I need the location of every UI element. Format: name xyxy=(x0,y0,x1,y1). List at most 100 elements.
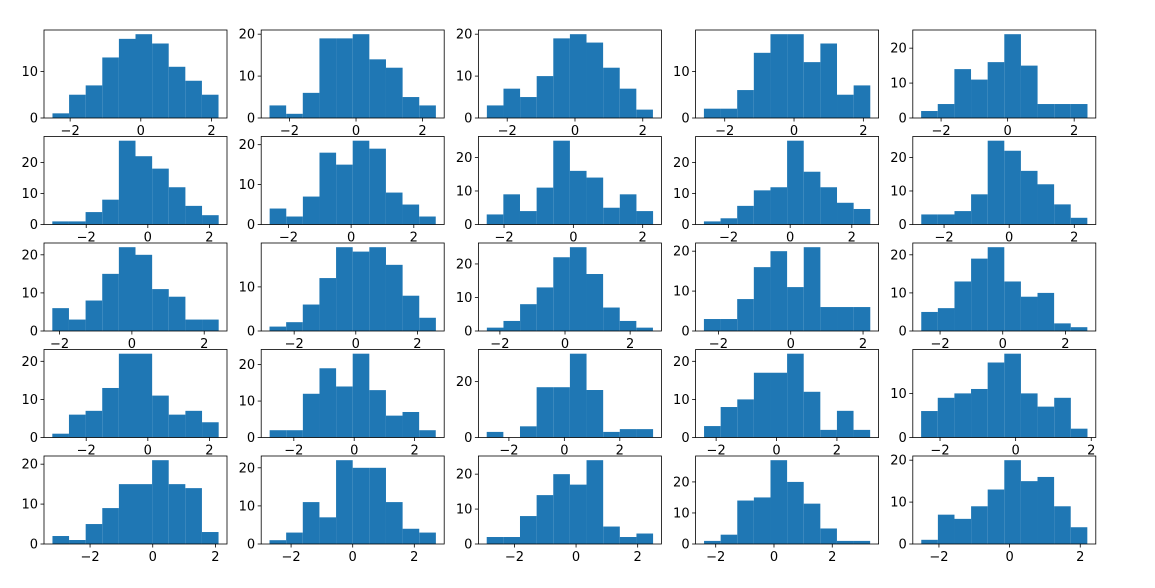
bar xyxy=(853,85,871,118)
bar xyxy=(152,168,169,225)
x-tick-label: 2 xyxy=(200,337,208,352)
bar xyxy=(569,34,587,118)
y-tick-label: 0 xyxy=(464,431,472,446)
bar xyxy=(519,426,537,438)
bar xyxy=(135,254,153,331)
bar xyxy=(85,300,103,331)
bar xyxy=(69,540,86,544)
bar xyxy=(737,299,754,331)
y-tick-label: 20 xyxy=(456,468,473,483)
bar xyxy=(553,38,570,118)
bar xyxy=(937,214,955,225)
bar xyxy=(503,88,521,118)
x-tick-label: −2 xyxy=(490,337,509,352)
x-tick-label: 0 xyxy=(144,444,152,459)
y-tick-label: 20 xyxy=(673,245,690,260)
bar xyxy=(971,194,988,225)
bar xyxy=(921,111,938,118)
bar xyxy=(402,411,420,438)
bar xyxy=(837,202,854,225)
y-tick-label: 0 xyxy=(681,325,689,340)
x-tick-label: 2 xyxy=(859,337,867,352)
bar xyxy=(118,484,136,544)
y-tick-label: 10 xyxy=(21,393,38,408)
x-tick-label: −2 xyxy=(719,231,738,246)
bar xyxy=(519,211,537,225)
x-tick-label: −2 xyxy=(505,550,524,565)
axes-frame xyxy=(260,136,445,225)
y-tick-label: 10 xyxy=(456,291,473,306)
y-tick-label: 20 xyxy=(673,475,690,490)
bar xyxy=(135,156,153,225)
bar xyxy=(536,287,554,331)
x-tick-label: 0 xyxy=(352,337,360,352)
y-tick-label: 0 xyxy=(899,112,907,127)
bar xyxy=(619,320,637,331)
bar xyxy=(787,353,804,438)
bar xyxy=(820,307,838,331)
bar xyxy=(1054,204,1071,225)
x-tick-label: −2 xyxy=(929,550,948,565)
axes-frame xyxy=(260,29,445,119)
bar xyxy=(1004,281,1021,331)
bar xyxy=(302,304,320,331)
bar xyxy=(385,502,403,544)
y-tick-label: 0 xyxy=(681,538,689,553)
bar xyxy=(118,140,136,225)
y-tick-label: 0 xyxy=(30,218,38,233)
bar xyxy=(402,528,420,544)
y-tick-label: 0 xyxy=(247,112,255,127)
bar xyxy=(787,287,804,331)
bar xyxy=(486,431,504,438)
x-tick-label: 0 xyxy=(569,231,577,246)
y-tick-label: 10 xyxy=(673,506,690,521)
y-tick-label: 20 xyxy=(456,257,473,272)
bar xyxy=(954,518,972,544)
bar xyxy=(385,67,403,118)
y-tick-label: 20 xyxy=(673,156,690,171)
y-tick-label: 20 xyxy=(239,28,256,43)
bar xyxy=(419,317,436,331)
bar xyxy=(636,533,654,544)
bar xyxy=(168,66,186,118)
bar xyxy=(987,140,1005,225)
bar xyxy=(118,353,136,438)
bar xyxy=(753,497,771,544)
x-tick-label: 2 xyxy=(1070,124,1078,139)
bar xyxy=(987,62,1005,118)
y-tick-label: 0 xyxy=(681,431,689,446)
bar xyxy=(168,484,186,544)
x-tick-label: 0 xyxy=(1005,550,1013,565)
x-tick-label: 0 xyxy=(561,337,569,352)
bar xyxy=(85,212,103,225)
bar xyxy=(636,429,654,438)
bar xyxy=(1070,428,1088,438)
bar xyxy=(937,308,955,331)
bar xyxy=(319,152,337,225)
bar xyxy=(102,273,119,331)
x-tick-label: 2 xyxy=(207,124,215,139)
bar xyxy=(770,187,788,225)
x-tick-label: 0 xyxy=(560,444,568,459)
bar xyxy=(1004,460,1021,544)
y-tick-label: 20 xyxy=(21,355,38,370)
bar xyxy=(837,94,854,118)
bar xyxy=(803,171,821,225)
x-tick-label: 2 xyxy=(211,550,219,565)
bar xyxy=(1054,323,1071,331)
bar xyxy=(486,537,504,544)
bar xyxy=(520,97,537,118)
bar xyxy=(85,410,103,438)
y-tick-label: 0 xyxy=(247,218,255,233)
bar xyxy=(369,59,386,118)
bar xyxy=(720,319,738,331)
axes-frame xyxy=(477,136,662,225)
bar xyxy=(102,508,119,544)
bar xyxy=(286,532,303,544)
bar xyxy=(853,429,871,438)
bar xyxy=(302,92,320,118)
bar xyxy=(971,258,988,331)
bar xyxy=(619,88,637,118)
bar xyxy=(536,495,554,544)
bar xyxy=(636,211,654,225)
